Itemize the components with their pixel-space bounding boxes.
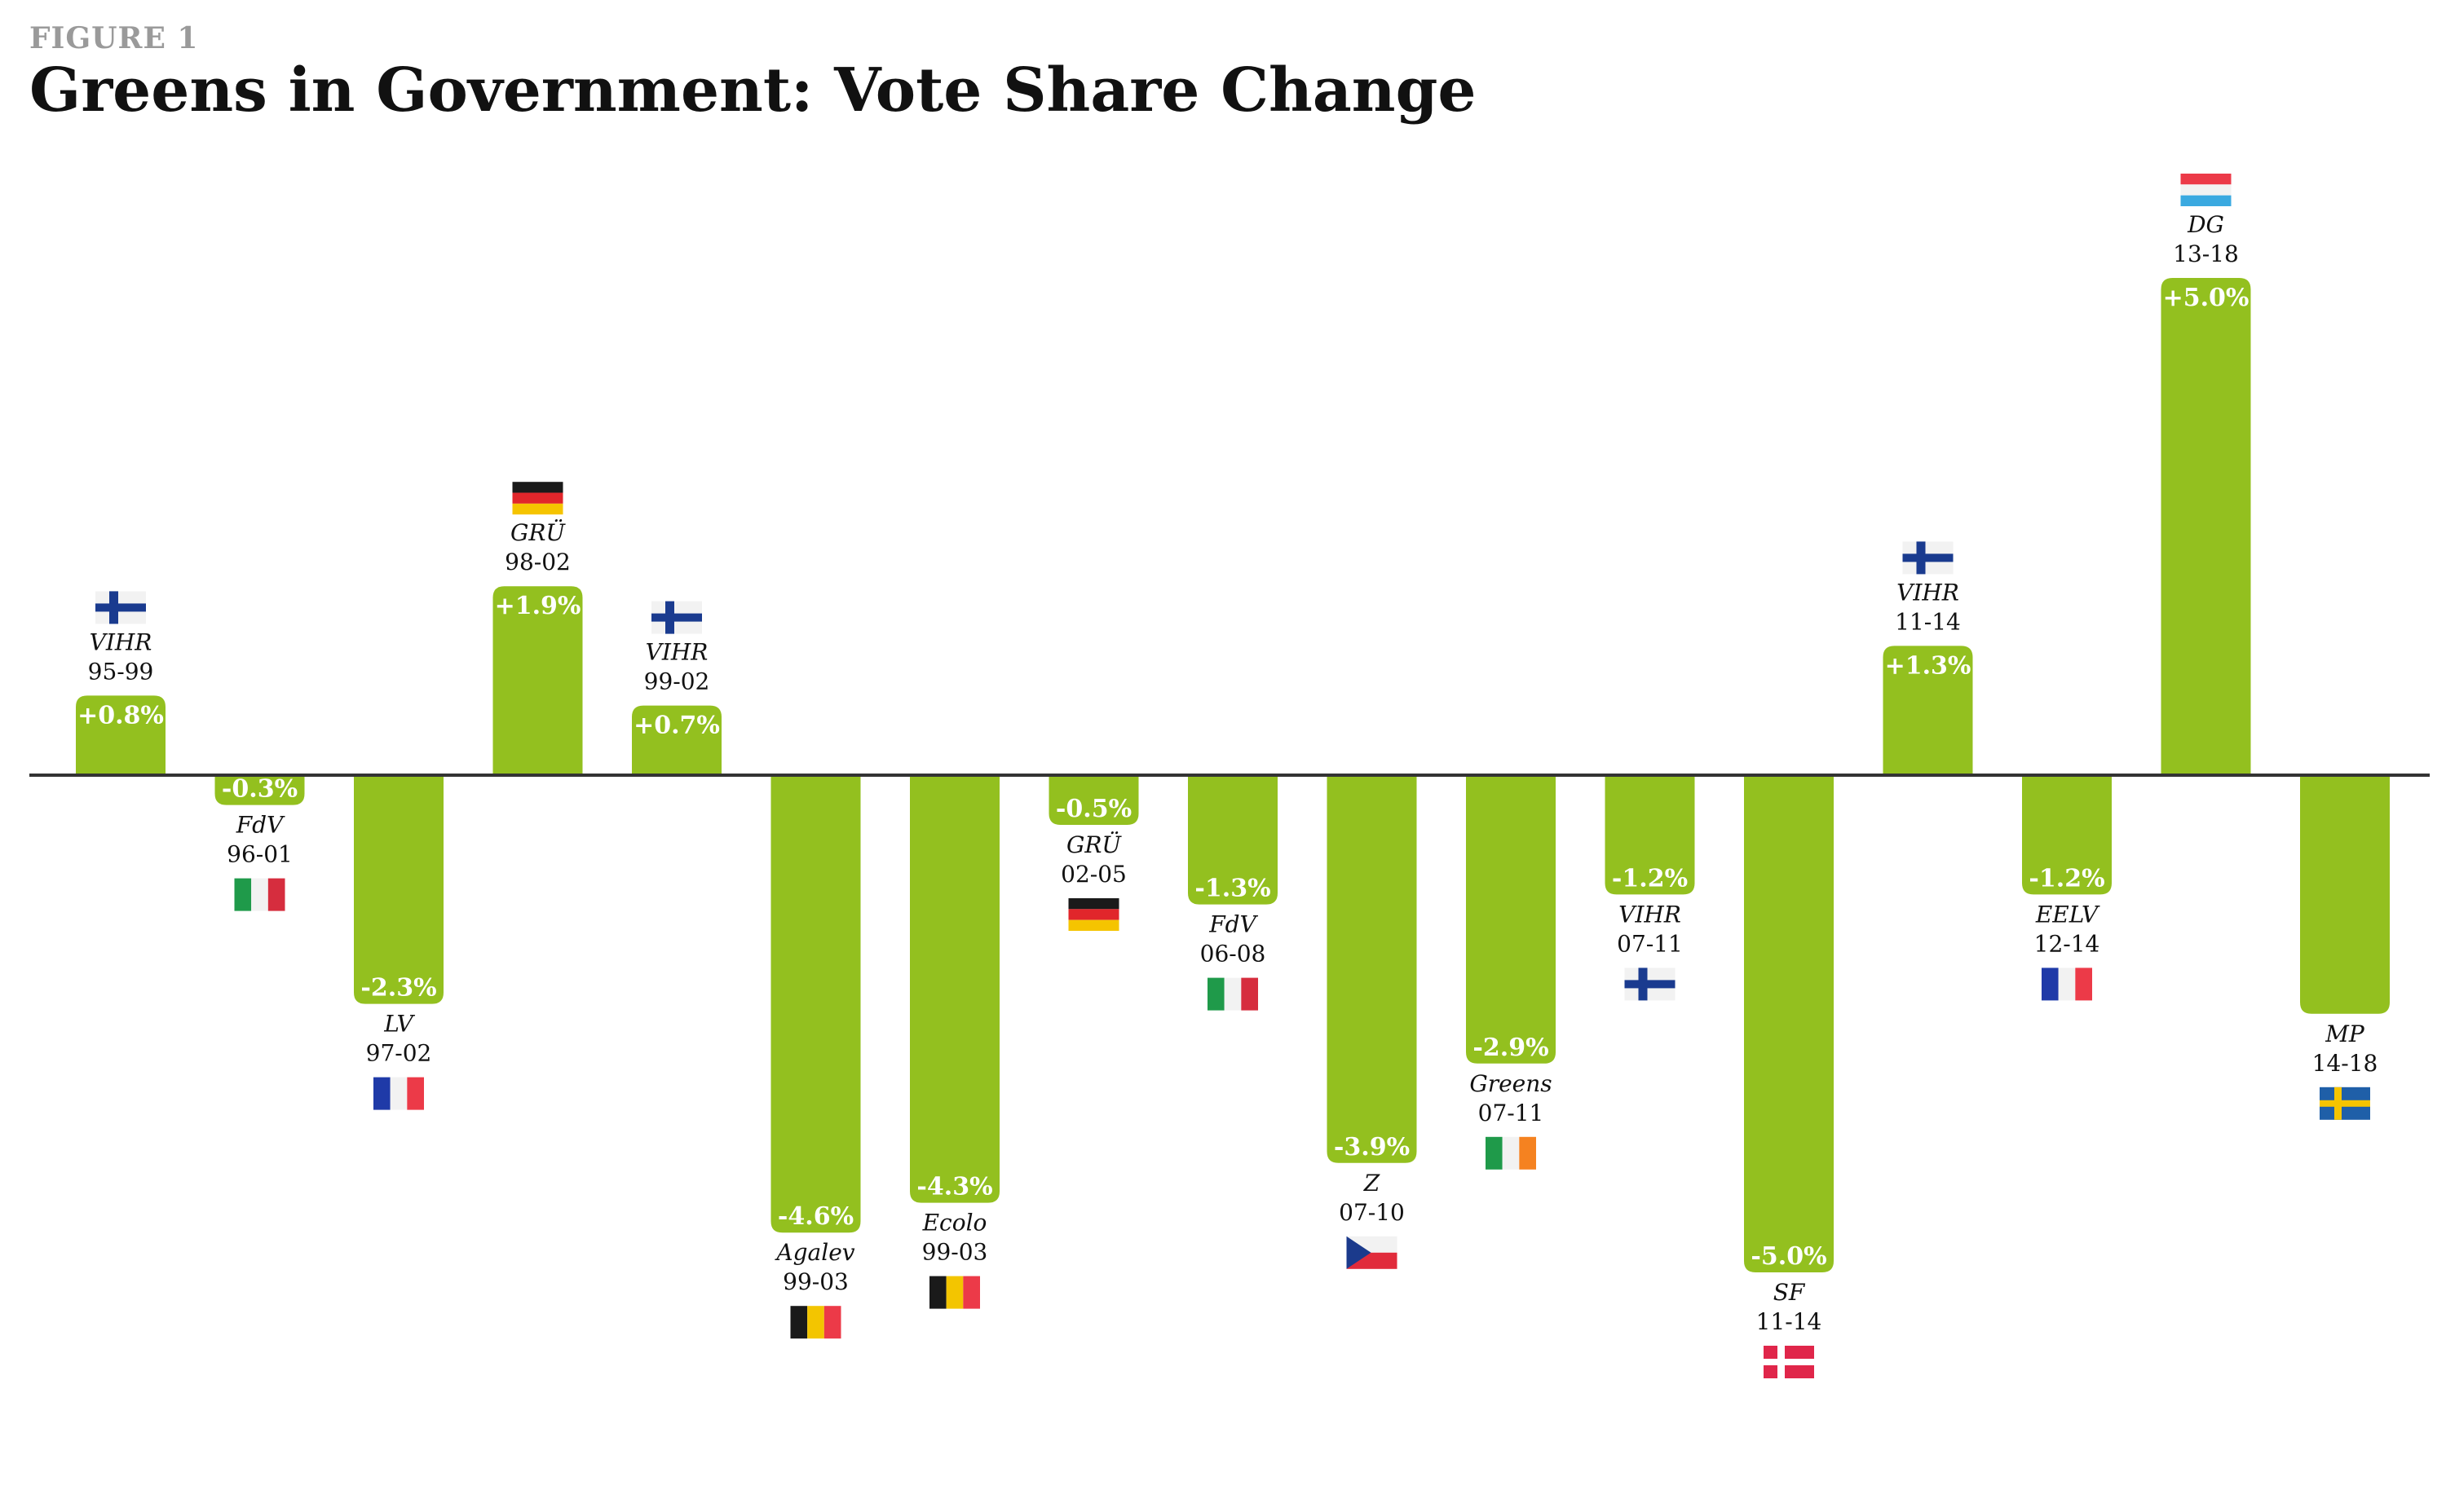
finland-flag-icon (1902, 541, 1954, 575)
years-label: 99-03 (783, 1268, 849, 1295)
bar (770, 775, 861, 1233)
party-label: LV (383, 1011, 415, 1038)
years-label: 07-11 (1478, 1100, 1544, 1126)
years-label: 97-02 (366, 1040, 432, 1067)
germany-flag-icon (1068, 898, 1119, 931)
party-label: GRÜ (1066, 831, 1122, 858)
years-label: 99-03 (922, 1239, 988, 1266)
party-label: VIHR (1618, 901, 1681, 928)
chart-title: Greens in Government: Vote Share Change (29, 55, 1477, 126)
bar (1466, 775, 1556, 1064)
finland-flag-icon (1624, 968, 1676, 1001)
party-label: VIHR (646, 639, 709, 666)
party-label: Ecolo (922, 1210, 987, 1236)
party-label: Z (1363, 1170, 1380, 1197)
value-label: -3.9% (1334, 1133, 1410, 1162)
party-label: FdV (236, 812, 285, 839)
value-label: -0.5% (1056, 795, 1132, 823)
bar (214, 775, 305, 805)
bar (2022, 775, 2112, 895)
years-label: 12-14 (2034, 930, 2100, 957)
years-label: 96-01 (227, 841, 293, 868)
value-label: -1.2% (2029, 864, 2104, 893)
figure-label: FIGURE 1 (29, 21, 199, 55)
bar (910, 775, 1000, 1203)
value-label: +0.8% (77, 701, 164, 730)
denmark-flag-icon (1764, 1346, 1814, 1378)
value-label: -4.6% (778, 1202, 854, 1231)
bar (1744, 775, 1834, 1272)
ireland-flag-icon (1486, 1136, 1536, 1170)
france-flag-icon (2042, 968, 2092, 1001)
years-label: 07-10 (1339, 1199, 1405, 1226)
years-label: 98-02 (505, 549, 571, 575)
value-label: -2.3% (360, 974, 436, 1003)
value-label: -5.0% (1751, 1242, 1826, 1271)
party-label: Greens (1469, 1070, 1552, 1097)
luxembourg-flag-icon (2180, 174, 2232, 206)
years-label: 06-08 (1200, 941, 1266, 968)
belgium-flag-icon (929, 1276, 980, 1309)
finland-flag-icon (651, 601, 702, 634)
value-label: +1.3% (1885, 651, 1971, 680)
sweden-flag-icon (2320, 1087, 2370, 1120)
bar (1605, 775, 1695, 895)
party-label: FdV (1208, 911, 1258, 938)
bar (2161, 278, 2251, 775)
value-label: +1.9% (495, 592, 581, 620)
years-label: 02-05 (1061, 861, 1127, 888)
bar (1883, 646, 1973, 775)
years-label: 11-14 (1756, 1308, 1822, 1335)
germany-flag-icon (512, 482, 563, 515)
value-label: -4.3% (916, 1173, 992, 1201)
party-label: SF (1773, 1279, 1806, 1306)
value-label: +5.0% (2163, 284, 2250, 312)
bar (492, 586, 583, 775)
value-label: -0.3% (222, 775, 298, 804)
years-label: 07-11 (1617, 930, 1683, 957)
bar (1327, 775, 1417, 1163)
value-label: -1.2% (1612, 864, 1688, 893)
party-label: EELV (2035, 901, 2100, 928)
bar (76, 695, 166, 775)
years-label: 11-14 (1895, 608, 1961, 635)
bar (354, 775, 444, 1004)
bar (2300, 775, 2390, 1014)
france-flag-icon (373, 1077, 424, 1110)
years-label: 14-18 (2312, 1050, 2378, 1077)
finland-flag-icon (95, 591, 146, 624)
belgium-flag-icon (790, 1306, 841, 1339)
years-label: 99-02 (644, 668, 710, 695)
bar (1049, 775, 1139, 825)
years-label: 13-18 (2173, 240, 2239, 267)
czech-flag-icon (1346, 1236, 1397, 1269)
bar (632, 705, 722, 775)
bar (1188, 775, 1278, 905)
party-label: VIHR (1896, 579, 1959, 606)
party-label: DG (2187, 211, 2224, 238)
party-label: Agalev (774, 1239, 854, 1266)
value-label: -1.3% (1194, 875, 1270, 903)
value-label: +0.7% (634, 712, 720, 740)
italy-flag-icon (1208, 977, 1258, 1011)
value-label: -2.9% (1472, 1034, 1548, 1062)
party-label: GRÜ (510, 518, 566, 546)
italy-flag-icon (234, 878, 285, 911)
years-label: 95-99 (88, 658, 154, 685)
party-label: VIHR (90, 628, 152, 655)
party-label: MP (2325, 1020, 2365, 1047)
